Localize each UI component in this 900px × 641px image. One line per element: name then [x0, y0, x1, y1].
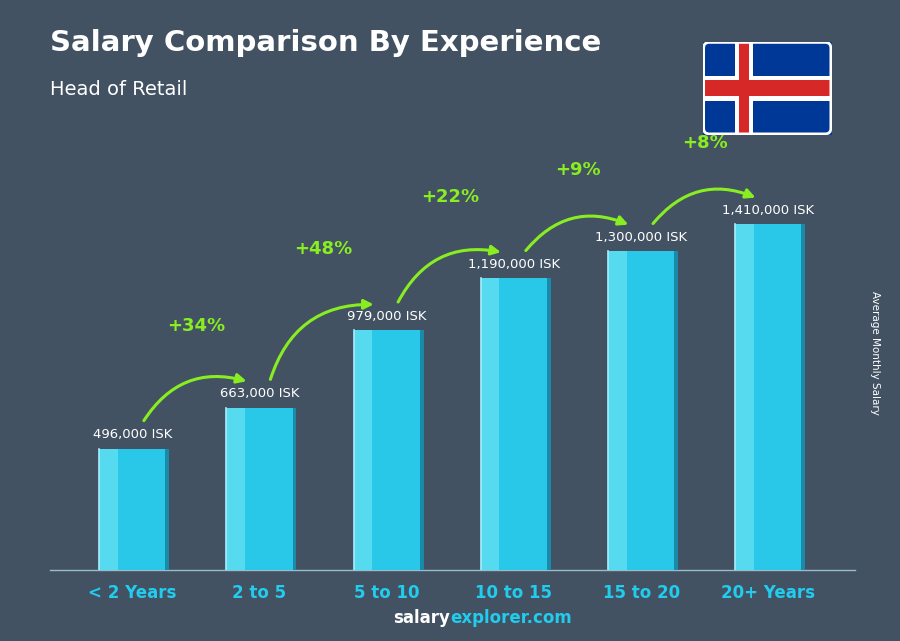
Text: 1,190,000 ISK: 1,190,000 ISK — [468, 258, 560, 271]
Bar — [99, 449, 118, 570]
Text: explorer.com: explorer.com — [450, 609, 572, 627]
FancyArrowPatch shape — [526, 216, 626, 251]
Bar — [99, 449, 166, 570]
FancyArrowPatch shape — [653, 189, 752, 224]
Bar — [481, 278, 547, 570]
Bar — [226, 408, 292, 570]
Bar — [354, 330, 419, 570]
Bar — [226, 408, 245, 570]
Bar — [481, 278, 500, 570]
Text: Average Monthly Salary: Average Monthly Salary — [869, 290, 880, 415]
Bar — [419, 330, 424, 570]
Bar — [166, 449, 169, 570]
Bar — [674, 251, 679, 570]
Text: +48%: +48% — [294, 240, 352, 258]
Bar — [292, 408, 296, 570]
Text: +8%: +8% — [682, 134, 727, 152]
Bar — [735, 224, 801, 570]
Bar — [735, 42, 753, 135]
Bar — [608, 251, 626, 570]
FancyArrowPatch shape — [398, 246, 498, 302]
Bar — [740, 42, 749, 135]
Bar — [354, 330, 372, 570]
Bar — [547, 278, 551, 570]
Text: +9%: +9% — [554, 161, 600, 179]
Text: +34%: +34% — [166, 317, 225, 335]
Bar — [703, 80, 832, 96]
Text: 663,000 ISK: 663,000 ISK — [220, 387, 299, 400]
Text: 496,000 ISK: 496,000 ISK — [93, 428, 172, 441]
Bar — [608, 251, 674, 570]
Bar — [703, 76, 832, 101]
Text: salary: salary — [393, 609, 450, 627]
FancyArrowPatch shape — [144, 374, 243, 420]
FancyArrowPatch shape — [270, 301, 370, 379]
Bar — [735, 224, 754, 570]
Text: 1,410,000 ISK: 1,410,000 ISK — [723, 204, 814, 217]
Text: Salary Comparison By Experience: Salary Comparison By Experience — [50, 29, 601, 57]
Text: +22%: +22% — [421, 188, 480, 206]
Text: 979,000 ISK: 979,000 ISK — [346, 310, 427, 322]
Bar — [801, 224, 806, 570]
Text: 1,300,000 ISK: 1,300,000 ISK — [595, 231, 688, 244]
Text: Head of Retail: Head of Retail — [50, 80, 187, 99]
